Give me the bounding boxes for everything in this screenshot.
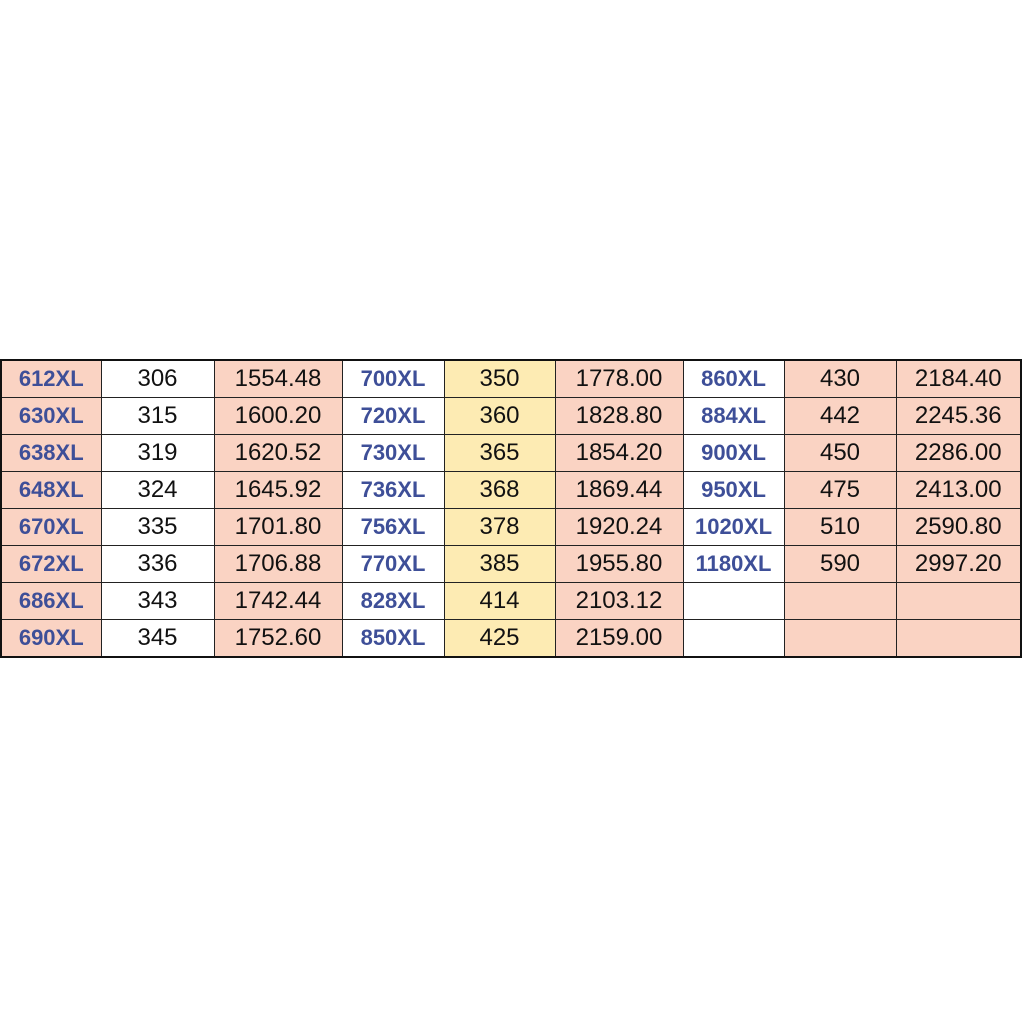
model-code: 630XL — [0, 397, 102, 435]
model-code: 736XL — [341, 471, 445, 509]
model-code: 612XL — [0, 359, 102, 398]
value-cell: 1645.92 — [213, 471, 343, 509]
value-cell: 425 — [443, 619, 556, 658]
value-cell: 306 — [100, 359, 215, 398]
value-cell: 365 — [443, 434, 556, 472]
value-cell: 343 — [100, 582, 215, 620]
value-cell: 360 — [443, 397, 556, 435]
value-cell: 319 — [100, 434, 215, 472]
model-code: 720XL — [341, 397, 445, 435]
model-code: 700XL — [341, 359, 445, 398]
model-code: 638XL — [0, 434, 102, 472]
value-cell: 2997.20 — [895, 545, 1022, 583]
value-cell: 335 — [100, 508, 215, 546]
value-cell: 414 — [443, 582, 556, 620]
value-cell: 1706.88 — [213, 545, 343, 583]
model-code: 1180XL — [682, 545, 785, 583]
table-row: 638XL 319 1620.52 730XL 365 1854.20 900XL 450 22… — [0, 434, 1022, 472]
empty-cell — [783, 582, 897, 620]
value-cell: 2286.00 — [895, 434, 1022, 472]
value-cell: 1620.52 — [213, 434, 343, 472]
model-code: 950XL — [682, 471, 785, 509]
table-row: 670XL 335 1701.80 756XL 378 1920.24 1020XL 510 2… — [0, 508, 1022, 546]
empty-cell — [895, 582, 1022, 620]
model-code: 1020XL — [682, 508, 785, 546]
size-table: 612XL 306 1554.48 700XL 350 1778.00 860XL 430 21… — [0, 359, 1022, 658]
value-cell: 2590.80 — [895, 508, 1022, 546]
model-code: 690XL — [0, 619, 102, 658]
table-row: 612XL 306 1554.48 700XL 350 1778.00 860XL 430 21… — [0, 359, 1022, 398]
model-code: 756XL — [341, 508, 445, 546]
value-cell: 324 — [100, 471, 215, 509]
value-cell: 442 — [783, 397, 897, 435]
model-code: 860XL — [682, 359, 785, 398]
value-cell: 1600.20 — [213, 397, 343, 435]
model-code: 672XL — [0, 545, 102, 583]
value-cell: 336 — [100, 545, 215, 583]
model-code: 828XL — [341, 582, 445, 620]
value-cell: 1854.20 — [554, 434, 684, 472]
table-row: 648XL 324 1645.92 736XL 368 1869.44 950XL 475 24… — [0, 471, 1022, 509]
value-cell: 1869.44 — [554, 471, 684, 509]
model-code: 686XL — [0, 582, 102, 620]
table-row: 630XL 315 1600.20 720XL 360 1828.80 884XL 442 22… — [0, 397, 1022, 435]
value-cell: 368 — [443, 471, 556, 509]
value-cell: 350 — [443, 359, 556, 398]
value-cell: 475 — [783, 471, 897, 509]
model-code: 900XL — [682, 434, 785, 472]
value-cell: 510 — [783, 508, 897, 546]
model-code: 884XL — [682, 397, 785, 435]
value-cell: 1701.80 — [213, 508, 343, 546]
empty-cell — [682, 619, 785, 658]
table-row: 686XL 343 1742.44 828XL 414 2103.12 — [0, 582, 1022, 620]
value-cell: 1920.24 — [554, 508, 684, 546]
value-cell: 2159.00 — [554, 619, 684, 658]
value-cell: 1955.80 — [554, 545, 684, 583]
model-code: 770XL — [341, 545, 445, 583]
value-cell: 590 — [783, 545, 897, 583]
empty-cell — [783, 619, 897, 658]
value-cell: 1828.80 — [554, 397, 684, 435]
value-cell: 385 — [443, 545, 556, 583]
model-code: 648XL — [0, 471, 102, 509]
value-cell: 1778.00 — [554, 359, 684, 398]
value-cell: 1752.60 — [213, 619, 343, 658]
value-cell: 315 — [100, 397, 215, 435]
value-cell: 430 — [783, 359, 897, 398]
value-cell: 378 — [443, 508, 556, 546]
model-code: 670XL — [0, 508, 102, 546]
value-cell: 1742.44 — [213, 582, 343, 620]
table-row: 690XL 345 1752.60 850XL 425 2159.00 — [0, 619, 1022, 658]
empty-cell — [682, 582, 785, 620]
value-cell: 2413.00 — [895, 471, 1022, 509]
table-row: 672XL 336 1706.88 770XL 385 1955.80 1180XL 590 2… — [0, 545, 1022, 583]
value-cell: 450 — [783, 434, 897, 472]
value-cell: 1554.48 — [213, 359, 343, 398]
value-cell: 2184.40 — [895, 359, 1022, 398]
empty-cell — [895, 619, 1022, 658]
model-code: 730XL — [341, 434, 445, 472]
model-code: 850XL — [341, 619, 445, 658]
value-cell: 345 — [100, 619, 215, 658]
value-cell: 2103.12 — [554, 582, 684, 620]
value-cell: 2245.36 — [895, 397, 1022, 435]
